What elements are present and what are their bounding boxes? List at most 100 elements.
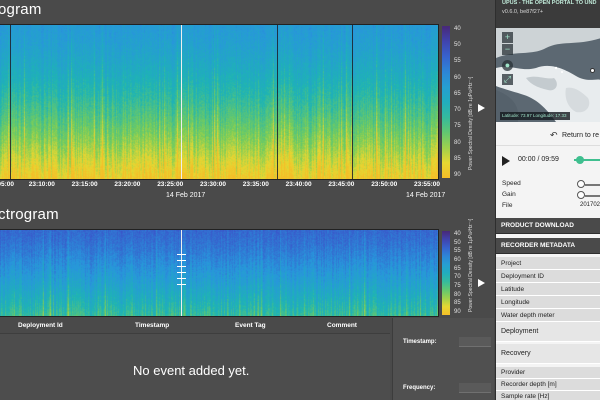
metadata-row-project: Project bbox=[496, 257, 600, 270]
playhead-tick bbox=[177, 278, 186, 279]
gain-slider-knob[interactable] bbox=[577, 191, 585, 199]
colorbar-tick-label: 75 bbox=[454, 283, 461, 289]
playhead-tick bbox=[177, 260, 186, 261]
location-map[interactable]: + − ● ⤢ Latitude: 73.97 Longitude: 17.33 bbox=[496, 28, 600, 122]
top-x-axis-date: 14 Feb 2017 bbox=[166, 192, 206, 199]
no-events-message: No event added yet. bbox=[133, 363, 250, 378]
top-spectrogram-canvas bbox=[0, 25, 438, 179]
colorbar-tick-label: 70 bbox=[454, 107, 461, 114]
colorbar-tick-label: 55 bbox=[454, 58, 461, 65]
gain-slider-track[interactable] bbox=[585, 195, 600, 197]
colorbar-tick-label: 50 bbox=[454, 42, 461, 49]
zoom-out-button[interactable]: − bbox=[502, 44, 513, 55]
playback-progress-knob[interactable] bbox=[576, 156, 584, 164]
map-graphic bbox=[496, 28, 600, 122]
colorbar-tick-label: 60 bbox=[454, 257, 461, 263]
colorbar-tick-label: 60 bbox=[454, 74, 461, 81]
colorbar-tick-label: 80 bbox=[454, 291, 461, 298]
x-axis-tick-label: 23:25:00 bbox=[157, 181, 184, 188]
colorbar-tick-label: 65 bbox=[454, 90, 461, 97]
x-axis-tick-label: 23:15:00 bbox=[71, 181, 98, 188]
return-label: Return to re bbox=[562, 132, 599, 139]
bottom-spectrogram[interactable] bbox=[0, 229, 439, 317]
playhead-tick bbox=[177, 272, 186, 273]
colorbar-tick-label: 50 bbox=[454, 239, 461, 246]
bottom-panel-title: ctrogram bbox=[0, 206, 59, 223]
bottom-colorbar bbox=[442, 231, 450, 315]
deployment-section-label[interactable]: Deployment bbox=[496, 322, 600, 342]
recovery-section-label[interactable]: Recovery bbox=[496, 344, 600, 364]
col-header-deployment-id[interactable]: Deployment Id bbox=[18, 322, 63, 329]
sidebar-header: UPUS - THE OPEN PORTAL TO UND v0.6.0, be… bbox=[496, 0, 600, 28]
gain-label: Gain bbox=[502, 191, 516, 198]
x-axis-tick-label: 23:30:00 bbox=[200, 181, 227, 188]
expand-arrow-icon[interactable] bbox=[478, 104, 485, 112]
events-table: Deployment Id Timestamp Event Tag Commen… bbox=[0, 318, 390, 400]
colorbar-tick-label: 40 bbox=[454, 231, 461, 237]
playback-progress-bar[interactable] bbox=[574, 159, 600, 161]
colorbar-tick-label: 55 bbox=[454, 248, 461, 255]
colorbar-tick-label: 80 bbox=[454, 139, 461, 146]
col-header-event-tag[interactable]: Event Tag bbox=[235, 322, 266, 329]
top-colorbar-label: Power Spectral Density [dB re 1μPa²Hz⁻¹] bbox=[468, 76, 474, 170]
speed-label: Speed bbox=[502, 180, 521, 187]
frequency-label: Frequency: bbox=[403, 385, 436, 391]
metadata-row-deployment-id: Deployment ID bbox=[496, 270, 600, 283]
sidebar: UPUS - THE OPEN PORTAL TO UND v0.6.0, be… bbox=[495, 0, 600, 400]
playhead-tick bbox=[177, 254, 186, 255]
map-fullscreen-icon[interactable]: ⤢ bbox=[502, 74, 513, 85]
app-title: UPUS - THE OPEN PORTAL TO UND bbox=[502, 0, 597, 6]
top-colorbar-ticks: 40 50 55 60 65 70 75 80 85 90 bbox=[454, 26, 466, 178]
frequency-field[interactable] bbox=[459, 383, 491, 393]
bottom-spectrogram-canvas bbox=[0, 230, 438, 316]
metadata-row-water-depth: Water depth meter bbox=[496, 309, 600, 322]
colorbar-tick-label: 85 bbox=[454, 300, 461, 307]
x-axis-tick-label: 23:05:00 bbox=[0, 181, 15, 188]
product-download-header[interactable]: PRODUCT DOWNLOAD bbox=[496, 218, 600, 234]
file-label: File bbox=[502, 202, 513, 209]
event-form: Timestamp: Frequency: bbox=[392, 318, 494, 400]
expand-arrow-icon[interactable] bbox=[478, 279, 485, 287]
time-marker-line bbox=[10, 25, 11, 179]
playback-time: 00:00 / 09:59 bbox=[518, 156, 559, 163]
top-x-axis-date-right: 14 Feb 2017 bbox=[406, 192, 446, 199]
recovery-row-sample-rate: Sample rate [Hz] bbox=[496, 391, 600, 400]
col-header-timestamp[interactable]: Timestamp bbox=[135, 322, 170, 329]
top-panel-title: ogram bbox=[0, 1, 42, 18]
x-axis-tick-label: 23:20:00 bbox=[114, 181, 141, 188]
recovery-row-provider: Provider bbox=[496, 367, 600, 379]
timestamp-label: Timestamp: bbox=[403, 339, 437, 345]
top-spectrogram[interactable] bbox=[0, 24, 439, 180]
x-axis-tick-label: 23:10:00 bbox=[28, 181, 55, 188]
playhead-line[interactable] bbox=[181, 25, 182, 179]
playback-controls: Speed Gain File 201702 bbox=[496, 176, 600, 216]
x-axis-tick-label: 23:35:00 bbox=[242, 181, 269, 188]
events-table-header: Deployment Id Timestamp Event Tag Commen… bbox=[0, 318, 390, 334]
zoom-in-button[interactable]: + bbox=[502, 32, 513, 43]
bottom-colorbar-ticks: 40 50 55 60 65 70 75 80 85 90 bbox=[454, 231, 466, 315]
playhead-tick bbox=[177, 284, 186, 285]
map-layers-icon[interactable]: ● bbox=[502, 60, 513, 71]
x-axis-tick-label: 23:55:00 bbox=[414, 181, 441, 188]
speed-slider-knob[interactable] bbox=[577, 180, 585, 188]
playhead-line[interactable] bbox=[181, 230, 182, 316]
play-button[interactable] bbox=[502, 156, 510, 166]
time-marker-line bbox=[277, 25, 278, 179]
colorbar-tick-label: 85 bbox=[454, 155, 461, 162]
deployment-location-pin[interactable] bbox=[590, 68, 595, 73]
col-header-comment[interactable]: Comment bbox=[327, 322, 357, 329]
file-value: 201702 bbox=[580, 202, 600, 208]
timestamp-field[interactable] bbox=[459, 337, 491, 347]
colorbar-tick-label: 65 bbox=[454, 265, 461, 272]
metadata-row-latitude: Latitude bbox=[496, 283, 600, 296]
x-axis-tick-label: 23:40:00 bbox=[285, 181, 312, 188]
colorbar-tick-label: 90 bbox=[454, 309, 461, 315]
return-button[interactable]: ↶ Return to re bbox=[496, 126, 600, 146]
speed-slider-track[interactable] bbox=[585, 184, 600, 186]
back-arrow-icon: ↶ bbox=[550, 130, 558, 140]
app-version: v0.6.0, be87f27+ bbox=[502, 9, 544, 15]
colorbar-tick-label: 40 bbox=[454, 26, 461, 32]
recorder-metadata-header[interactable]: RECORDER METADATA bbox=[496, 238, 600, 254]
map-coordinates: Latitude: 73.97 Longitude: 17.33 bbox=[500, 112, 570, 120]
